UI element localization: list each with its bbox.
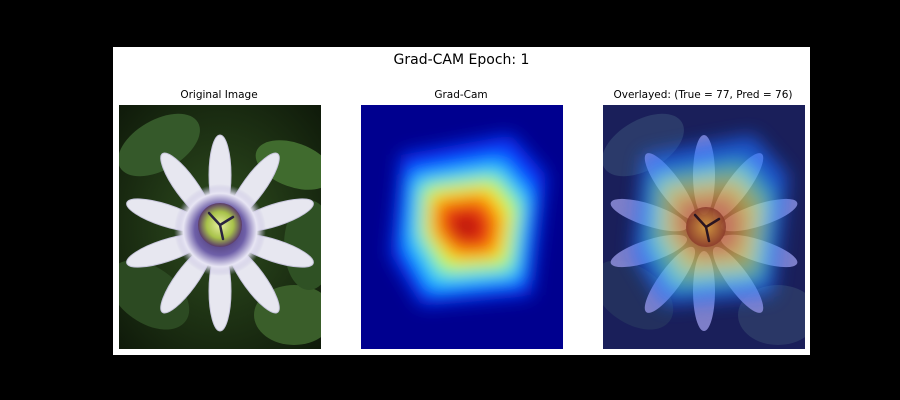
overlay-image-panel: [603, 105, 805, 349]
panel-title-gradcam: Grad-Cam: [434, 89, 488, 101]
figure-suptitle: Grad-CAM Epoch: 1: [393, 52, 530, 68]
gradcam-heatmap: [361, 105, 563, 349]
original-image-panel: [119, 105, 321, 349]
figure-canvas: Grad-CAM Epoch: 1 Original Image: [113, 47, 810, 355]
original-image: [119, 105, 321, 349]
overlay-image: [603, 105, 805, 349]
gradcam-heatmap-panel: [361, 105, 563, 349]
panel-title-overlay: Overlayed: (True = 77, Pred = 76): [613, 89, 793, 101]
panel-title-original: Original Image: [180, 89, 258, 101]
